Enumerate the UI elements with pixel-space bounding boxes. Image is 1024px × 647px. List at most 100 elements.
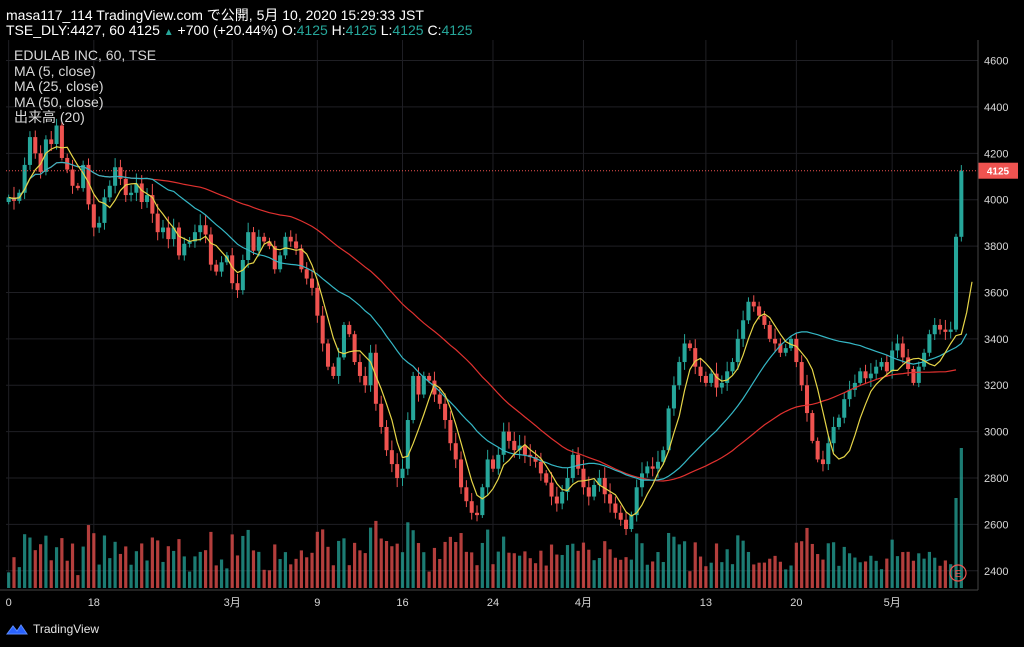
candle-body: [517, 445, 522, 451]
candle-body: [363, 375, 368, 386]
volume-bar: [92, 533, 96, 588]
x-tick-label: 13: [700, 597, 712, 609]
ohlc-header: TSE_DLY:4427, 60 4125 ▲ +700 (+20.44%) O…: [6, 22, 473, 38]
volume-bars: [7, 448, 963, 588]
candle-body: [187, 241, 192, 244]
volume-bar: [672, 536, 676, 588]
volume-bar: [188, 571, 192, 588]
volume-bar: [571, 543, 575, 588]
last-price-badge: [978, 162, 1018, 179]
candle-body: [272, 246, 277, 270]
candle-body: [735, 338, 740, 363]
volume-bar: [129, 564, 133, 588]
candle-body: [469, 501, 474, 513]
candle-body: [741, 320, 746, 339]
candle-body: [751, 301, 756, 307]
candle-body: [464, 487, 469, 502]
x-tick-label: 0: [6, 597, 12, 609]
volume-bar: [326, 546, 330, 588]
volume-bar: [464, 551, 468, 588]
volume-bar: [70, 543, 75, 588]
candle-body: [666, 408, 671, 451]
volume-bar: [97, 564, 101, 588]
volume-bar: [49, 560, 53, 588]
volume-bar: [581, 542, 586, 588]
candle-body: [118, 167, 123, 179]
candle-body: [953, 236, 959, 330]
candle-body: [325, 343, 331, 367]
up-triangle-icon: ▲: [163, 27, 174, 38]
volume-bar: [693, 542, 697, 588]
candle-body: [783, 348, 788, 353]
earnings-marker[interactable]: E: [949, 564, 967, 582]
candle-body: [655, 461, 660, 469]
candle-body: [432, 380, 437, 395]
legend-ma50[interactable]: MA (50, close): [14, 93, 104, 110]
candle-body: [203, 225, 208, 235]
volume-bar: [901, 552, 905, 588]
legend-symbol[interactable]: EDULAB INC, 60, TSE: [14, 47, 157, 63]
x-tick-label: 16: [396, 597, 408, 609]
candle-body: [922, 352, 927, 367]
volume-bar: [406, 522, 410, 588]
volume-bar: [390, 546, 394, 588]
candle-body: [145, 195, 150, 203]
candle-body: [421, 375, 426, 395]
volume-bar: [134, 551, 138, 588]
legend-volume[interactable]: 出来高 (20): [14, 109, 85, 125]
candle-body: [480, 487, 485, 516]
volume-bar: [203, 550, 208, 588]
volume-bar: [688, 571, 692, 588]
candle-body: [304, 269, 309, 279]
volume-bar: [438, 558, 442, 588]
volume-bar: [459, 533, 463, 588]
x-tick-label: 4月: [575, 597, 592, 609]
candle-body: [709, 373, 714, 383]
candle-body: [730, 362, 735, 372]
volume-bar: [741, 540, 745, 588]
candle-body: [490, 459, 496, 469]
volume-bar: [273, 544, 277, 588]
earnings-circle: [949, 564, 967, 582]
volume-bar: [480, 542, 484, 588]
candle-body: [852, 382, 857, 390]
candle-body: [884, 362, 889, 372]
chart-grid: [0, 40, 978, 588]
legend-ma5[interactable]: MA (5, close): [14, 62, 96, 79]
volume-bar: [347, 565, 351, 588]
candle-body: [687, 343, 692, 349]
volume-bar: [629, 559, 633, 588]
volume-bar: [118, 553, 123, 588]
candle-body: [650, 466, 655, 469]
candle-body: [448, 420, 453, 444]
volume-bar: [145, 560, 149, 588]
volume-bar: [384, 541, 389, 588]
plot-area: [0, 40, 978, 588]
volume-bar: [523, 551, 527, 588]
volume-bar: [613, 557, 617, 588]
candle-body: [134, 183, 139, 193]
candle-body: [895, 343, 900, 351]
volume-bar: [140, 543, 144, 588]
volume-bar: [933, 557, 937, 588]
candle-body: [54, 125, 59, 145]
candle-body: [75, 185, 80, 189]
volume-bar: [432, 547, 437, 588]
volume-bar: [858, 562, 862, 588]
candle-body: [176, 227, 181, 256]
candle-body: [299, 248, 304, 270]
footer-brand[interactable]: TradingView: [6, 622, 99, 636]
volume-bar: [299, 550, 303, 588]
volume-bar: [832, 542, 836, 588]
candle-body: [618, 512, 623, 520]
volume-bar: [108, 558, 112, 588]
legend-ma25[interactable]: MA (25, close): [14, 78, 104, 94]
volume-bar: [374, 520, 378, 588]
candle-body: [283, 236, 288, 256]
volume-bar: [342, 538, 346, 588]
candle-body: [427, 375, 432, 381]
volume-bar: [358, 550, 362, 588]
candle-body: [576, 454, 581, 469]
candle-body: [395, 464, 400, 478]
volume-bar: [645, 564, 649, 588]
